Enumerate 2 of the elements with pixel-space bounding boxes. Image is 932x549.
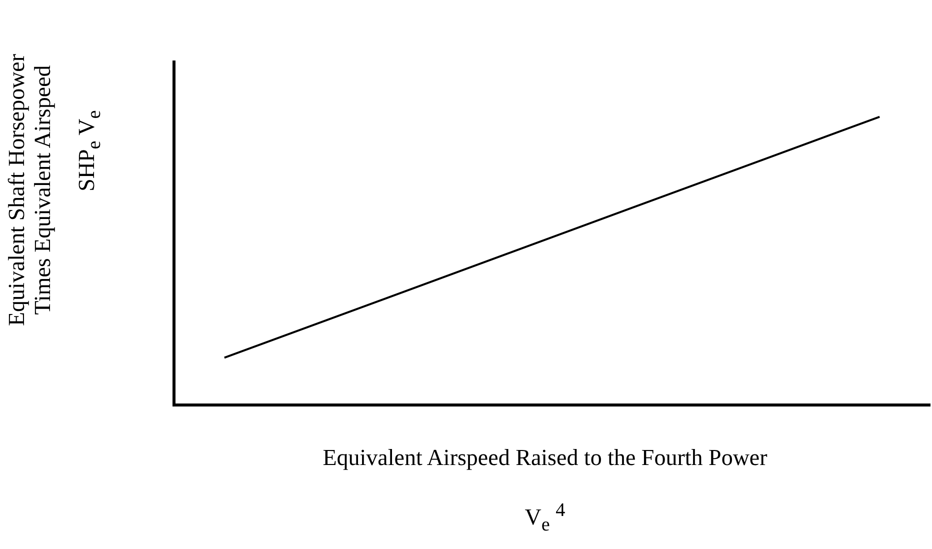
text: Equivalent Shaft Horsepower Times Equivalent Airspeed — [4, 52, 56, 328]
x-axis-title: Equivalent Airspeed Raised to the Fourth Power — [322, 445, 768, 471]
